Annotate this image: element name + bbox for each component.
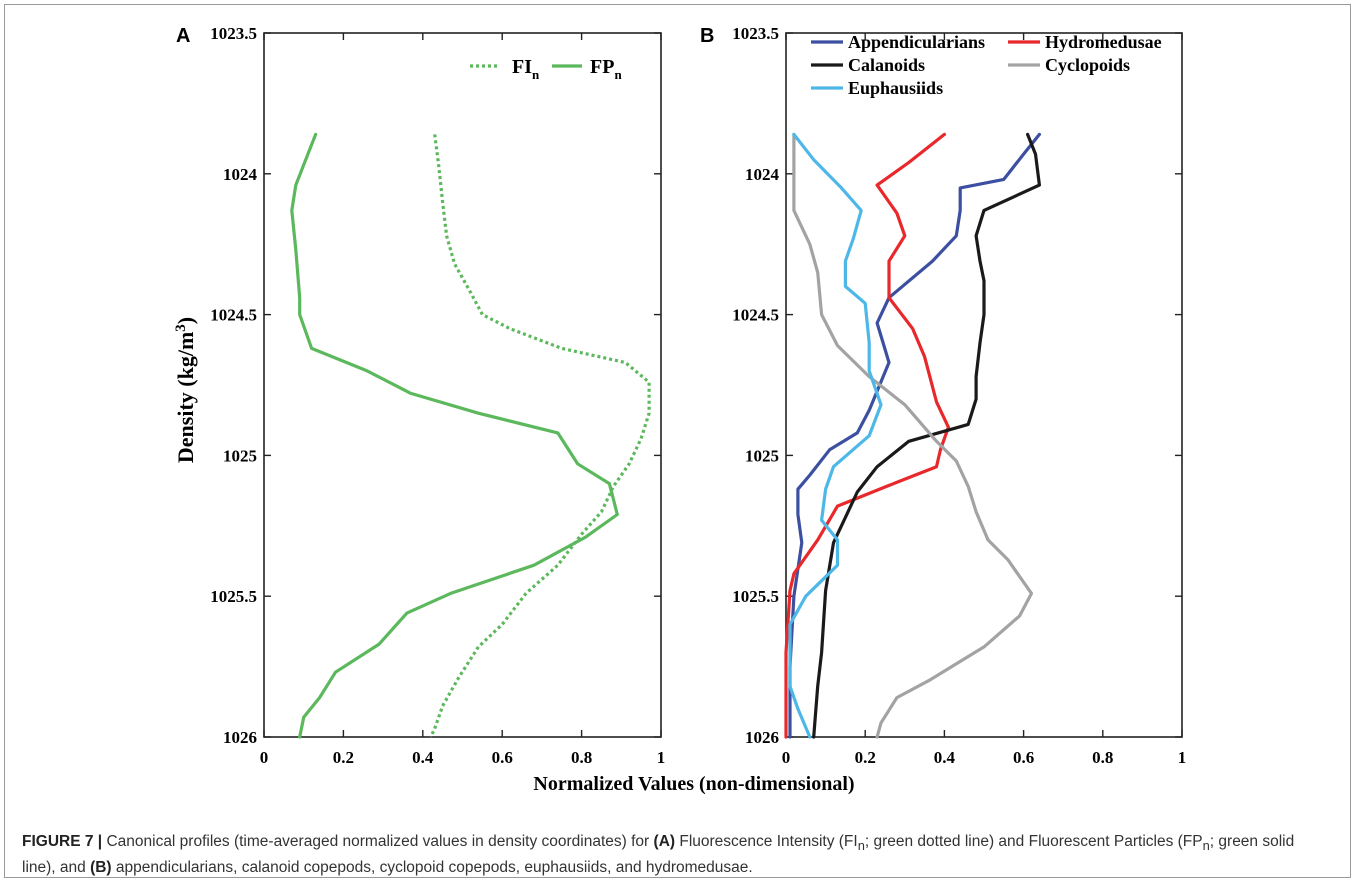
caption-sub-2: n (1202, 838, 1210, 854)
y-axis-label: Density (kg/m3) (173, 317, 198, 463)
caption-figure-label: FIGURE 7 | (22, 833, 103, 850)
series-line-hydromedusae (784, 132, 950, 739)
axes-box (263, 32, 662, 738)
axes-box (785, 32, 1183, 738)
legend-label-calanoids: Calanoids (848, 55, 925, 75)
panel-a: A 0 0.2 0.4 0.6 0.8 1 1023.5 1024 1024.5 1025 1025.… (176, 24, 665, 767)
y-tick-label: 1025.5 (732, 587, 779, 606)
y-tick-label: 1023.5 (732, 24, 779, 43)
x-tick-label: 0.8 (1092, 748, 1113, 767)
x-tick-label: 0.2 (855, 748, 876, 767)
y-tick-label: 1025 (745, 446, 779, 465)
y-axis-label-close: ) (173, 317, 198, 324)
caption-text-5: appendicularians, calanoid copepods, cyc… (111, 859, 753, 877)
x-axis-label: Normalized Values (non-dimensional) (533, 773, 854, 795)
series-line-calanoids (812, 132, 1041, 739)
x-tick-label: 0.8 (571, 748, 592, 767)
x-tick-label: 1 (657, 748, 666, 767)
series-line-fi (429, 134, 651, 738)
caption-a-label: (A) (653, 833, 676, 850)
y-tick-label: 1025.5 (210, 587, 257, 606)
x-tick-label: 0 (260, 748, 269, 767)
panel-label: B (700, 25, 714, 47)
caption-text-3: ; green dotted line) and Fluorescent Par… (864, 833, 1203, 850)
figure-caption: FIGURE 7 | Canonical profiles (time-aver… (22, 831, 1322, 879)
x-tick-label: 0.4 (934, 748, 956, 767)
y-tick-label: 1024.5 (732, 306, 779, 325)
y-tick-label: 1024.5 (210, 306, 257, 325)
series-line-euphausiids (788, 132, 883, 739)
y-tick-label: 1024 (223, 165, 258, 184)
x-tick-label: 1 (1178, 748, 1187, 767)
y-tick-label: 1023.5 (210, 24, 257, 43)
legend-label: FIn (512, 56, 540, 82)
x-tick-label: 0.2 (333, 748, 354, 767)
figure-7-chart: A 0 0.2 0.4 0.6 0.8 1 1023.5 1024 1024.5 1025 1025.… (173, 24, 1186, 795)
panel-label: A (176, 25, 190, 47)
y-tick-label: 1026 (223, 728, 257, 747)
series-line-cyclopoids (792, 132, 1034, 739)
x-tick-label: 0.4 (412, 748, 434, 767)
legend-label-euphausiids: Euphausiids (848, 78, 943, 98)
caption-text-1: Canonical profiles (time-averaged normal… (102, 833, 654, 850)
legend-label-cyclopoids: Cyclopoids (1045, 55, 1130, 75)
figure-frame (4, 4, 1351, 878)
caption-text-4: ; green solid line), and (22, 833, 1295, 877)
legend-label-hydromedusae: Hydromedusae (1045, 32, 1162, 52)
caption-sub-1: n (857, 838, 865, 854)
legend-label-sub: n (614, 67, 622, 82)
panel-b: B 0 0.2 0.4 0.6 0.8 1 1023.5 1024 1024.5 1025 1025.… (700, 24, 1186, 767)
y-tick-label: 1024 (745, 165, 780, 184)
y-tick-label: 1026 (745, 728, 779, 747)
series-line-fp (290, 132, 619, 739)
caption-b-label: (B) (90, 859, 112, 877)
caption-text-2: Fluorescence Intensity (FI (675, 833, 858, 850)
legend-label: FPn (590, 56, 622, 82)
x-tick-label: 0.6 (492, 748, 513, 767)
x-tick-label: 0.6 (1013, 748, 1034, 767)
y-axis-label-superscript: 3 (173, 324, 189, 332)
legend-label-appendicularians: Appendicularians (848, 32, 985, 52)
y-tick-label: 1025 (223, 446, 257, 465)
legend-label-sub: n (532, 67, 540, 82)
x-tick-label: 0 (782, 748, 791, 767)
series-line-appendicularians (788, 132, 1041, 739)
